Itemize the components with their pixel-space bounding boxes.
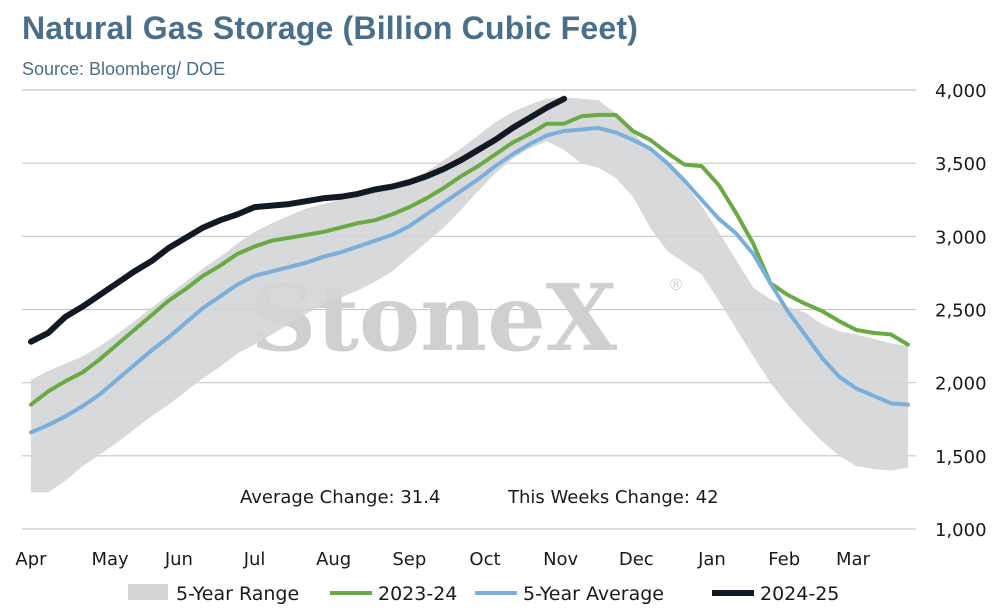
x-tick-label: Aug <box>316 549 351 570</box>
series-lines <box>28 95 910 435</box>
x-tick-label: Feb <box>768 549 800 570</box>
this-weeks-change-label: This Weeks Change: 42 <box>507 487 719 508</box>
x-tick-label: May <box>91 549 129 570</box>
chart-source: Source: Bloomberg/ DOE <box>22 59 226 79</box>
y-tick-label: 4,000 <box>935 81 987 102</box>
x-tick-label: Oct <box>469 549 500 570</box>
y-tick-label: 1,500 <box>935 447 987 468</box>
legend-label: 2023-24 <box>378 583 457 605</box>
legend-label: 5-Year Range <box>176 583 299 605</box>
x-tick-label: Apr <box>15 549 47 570</box>
y-axis-ticks: 1,000 1,500 2,000 2,500 3,000 3,500 4,000 <box>935 81 987 541</box>
x-tick-label: Mar <box>836 549 871 570</box>
series-line-5-year-average <box>29 126 910 435</box>
legend: 5-Year Range 2023-24 5-Year Average 2024-25 <box>128 583 839 605</box>
x-tick-label: Sep <box>392 549 426 570</box>
watermark-registered-mark: ® <box>668 275 684 294</box>
x-tick-label: Dec <box>619 549 654 570</box>
legend-label: 2024-25 <box>760 583 839 605</box>
average-change-label: Average Change: 31.4 <box>240 487 440 508</box>
legend-label: 5-Year Average <box>523 583 664 605</box>
x-tick-label: Jun <box>164 549 193 570</box>
y-tick-label: 3,500 <box>935 154 987 175</box>
series-line-2023-24 <box>29 112 910 407</box>
legend-item-5-year-range: 5-Year Range <box>128 583 299 605</box>
y-tick-label: 2,500 <box>935 301 987 322</box>
legend-item-2023-24: 2023-24 <box>330 583 457 605</box>
x-axis-ticks: Apr May Jun Jul Aug Sep Oct Nov Dec Jan Feb Mar <box>15 549 870 570</box>
y-tick-label: 2,000 <box>935 374 987 395</box>
range-band <box>31 97 908 493</box>
series-line-2024-25 <box>28 95 568 345</box>
x-tick-label: Jan <box>697 549 726 570</box>
x-tick-label: Nov <box>543 549 578 570</box>
legend-swatch <box>128 584 168 600</box>
legend-item-5-year-average: 5-Year Average <box>475 583 664 605</box>
y-tick-label: 1,000 <box>935 520 987 541</box>
legend-item-2024-25: 2024-25 <box>712 583 839 605</box>
chart-title: Natural Gas Storage (Billion Cubic Feet) <box>22 10 639 46</box>
x-tick-label: Jul <box>243 549 266 570</box>
y-tick-label: 3,000 <box>935 227 987 248</box>
range-band-layer <box>31 97 908 493</box>
annotations: Average Change: 31.4 This Weeks Change: … <box>240 487 719 508</box>
